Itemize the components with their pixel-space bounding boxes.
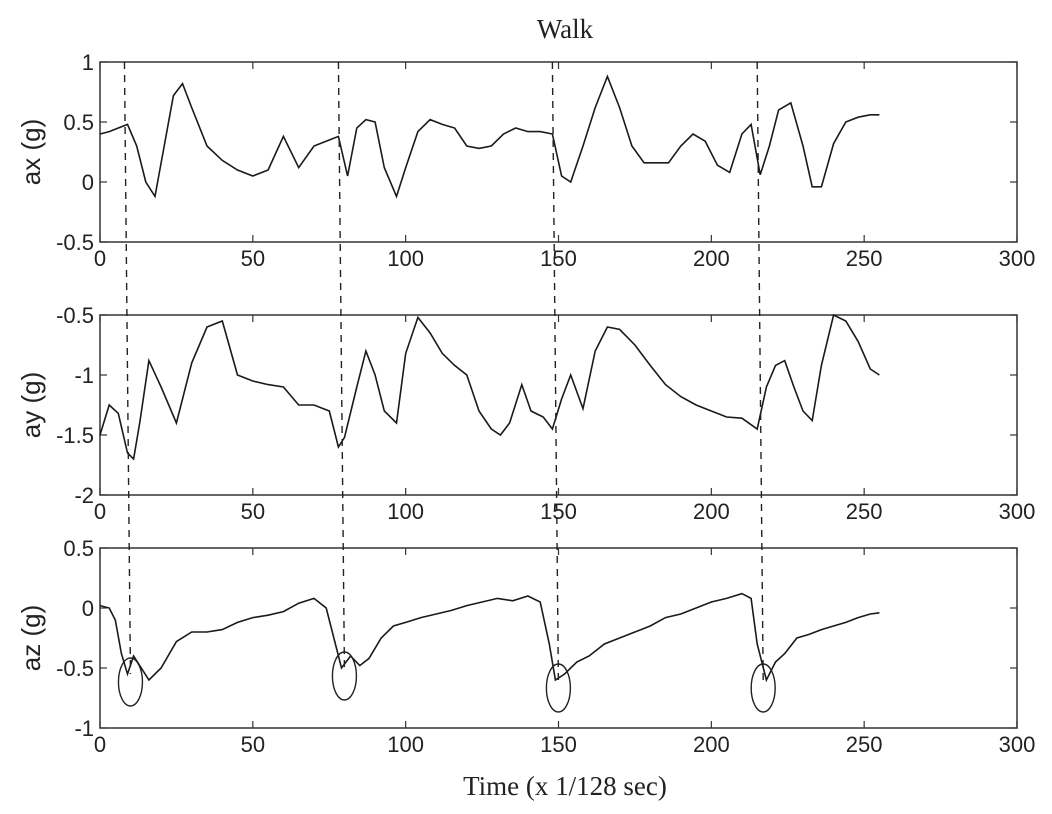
x-tick-label: 150 [540,246,577,271]
x-tick-label: 150 [540,732,577,757]
x-tick-label: 0 [94,499,106,524]
x-tick-label: 200 [693,246,730,271]
x-tick-label: 300 [999,499,1036,524]
ay-plot-area [99,314,1018,496]
step-marker-circle [331,651,358,701]
ay-ylabel: ay (g) [16,372,46,438]
x-tick-label: 50 [241,499,265,524]
y-tick-label: 0 [82,596,94,621]
y-tick-label: 0 [82,170,94,195]
y-tick-label: -1 [74,363,94,388]
x-tick-label: 300 [999,246,1036,271]
ay-series-line [99,313,880,461]
az-ylabel: az (g) [16,605,46,671]
step-marker-dashed-line [756,61,764,681]
x-tick-label: 0 [94,732,106,757]
y-tick-label: 0.5 [63,536,94,561]
chart-title: Walk [537,14,594,44]
y-tick-label: -1 [74,716,94,741]
ax-ylabel: ax (g) [16,119,46,185]
x-tick-label: 100 [387,732,424,757]
x-tick-label: 250 [846,732,883,757]
step-markers [117,61,776,713]
x-tick-label: 300 [999,732,1036,757]
az-series-line [99,592,880,683]
x-axis-label: Time (x 1/128 sec) [463,771,667,801]
step-marker-circle [750,663,776,713]
x-tick-label: 250 [846,246,883,271]
ay-subplot: 0 50 100 150 200 250 300 -2 -1.5 -1 -0.5 ay (g) [16,303,1035,524]
step-marker-dashed-line [337,61,346,669]
az-subplot: 0 50 100 150 200 250 300 -1 -0.5 0 0.5 az (g) [16,536,1035,757]
step-marker-circle [545,663,572,713]
ax-plot-area [99,61,1018,243]
x-tick-label: 100 [387,246,424,271]
y-tick-label: -0.5 [56,303,94,328]
y-tick-label: 1 [82,50,94,75]
x-tick-label: 0 [94,246,106,271]
ax-subplot: 0 50 100 150 200 250 300-0.500.51 ax (g) [16,50,1035,271]
step-marker-circle [117,657,144,707]
ax-series-line [99,74,880,199]
x-tick-label: 150 [540,499,577,524]
step-marker-dashed-line [123,61,132,675]
y-tick-label: -1.5 [56,423,94,448]
y-tick-label: -2 [74,483,94,508]
x-tick-label: 250 [846,499,883,524]
x-tick-label: 200 [693,499,730,524]
x-tick-label: 200 [693,732,730,757]
x-tick-label: 50 [241,246,265,271]
y-tick-label: 0.5 [63,110,94,135]
x-tick-label: 50 [241,732,265,757]
x-tick-label: 100 [387,499,424,524]
y-tick-label: -0.5 [56,230,94,255]
y-tick-label: -0.5 [56,656,94,681]
